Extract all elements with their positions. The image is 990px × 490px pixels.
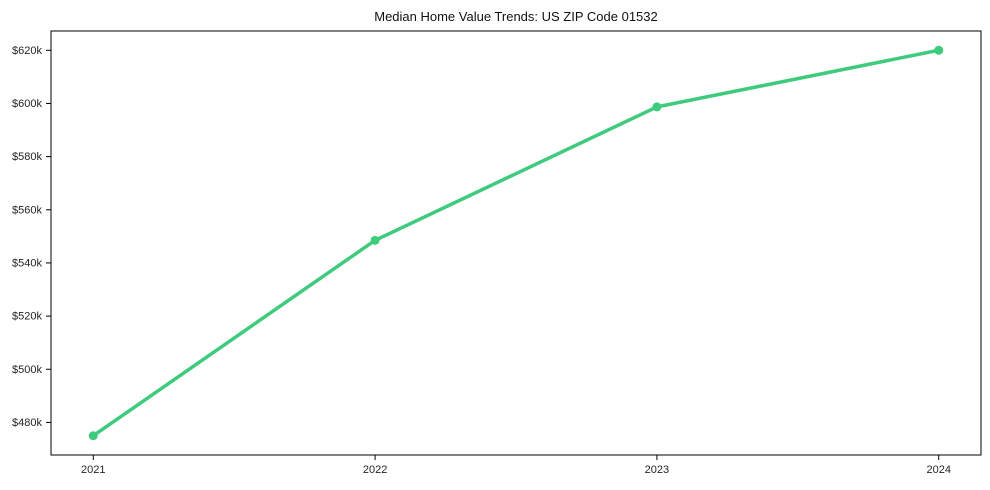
data-point [934,45,944,55]
y-tick-label: $580k [12,151,42,163]
series-path [91,48,941,438]
data-point [652,102,662,112]
y-tick-label: $500k [12,364,42,376]
y-tick-label: $560k [12,204,42,216]
data-point [88,431,98,441]
x-tick-label: 2021 [81,464,105,476]
y-tick-label: $600k [12,98,42,110]
y-tick-label: $540k [12,257,42,269]
y-tick-label: $480k [12,417,42,429]
x-tick-label: 2023 [645,464,669,476]
x-tick-label: 2022 [363,464,387,476]
series-line [88,45,944,441]
chart-title: Median Home Value Trends: US ZIP Code 01… [374,9,658,24]
y-axis: $480k $500k $520k $540k $560k $580k $600k $620k [12,45,51,429]
y-tick-label: $620k [12,45,42,57]
data-point [370,235,380,245]
y-tick-label: $520k [12,311,42,323]
plot-border [50,30,982,456]
x-tick-label: 2024 [926,464,950,476]
x-axis: 2021 2022 2023 2024 [81,455,951,476]
